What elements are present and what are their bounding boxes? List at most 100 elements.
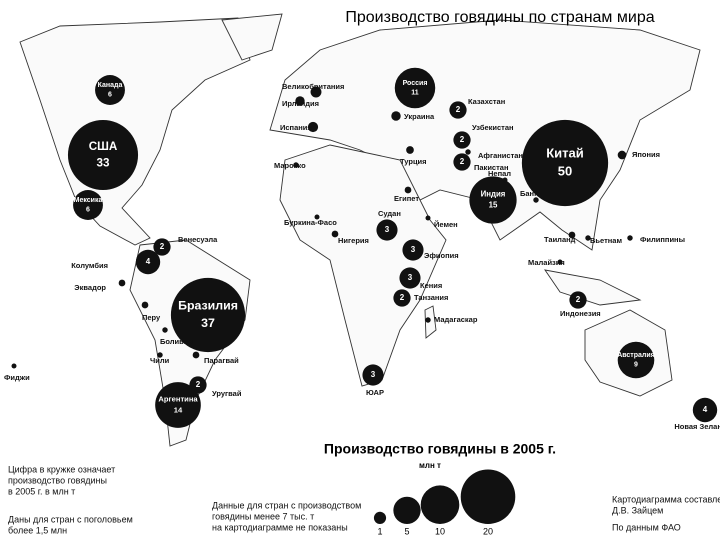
country-value: 3 xyxy=(408,273,413,282)
country-circle xyxy=(449,101,467,119)
country-circle xyxy=(376,219,398,241)
country-circle xyxy=(569,291,587,309)
country-value: 2 xyxy=(400,293,405,302)
country-circle xyxy=(521,119,609,207)
legend-label: 10 xyxy=(435,526,445,536)
note-line: Картодиаграмма составлена xyxy=(612,494,720,504)
country-value: 33 xyxy=(97,156,110,169)
country-name: Уругвай xyxy=(212,389,242,398)
country-value: 2 xyxy=(576,295,581,304)
country-circle xyxy=(425,215,431,221)
country-circle xyxy=(585,235,591,241)
note-line: более 1,5 млн xyxy=(8,525,67,535)
country-value: 50 xyxy=(558,164,572,179)
country-name: Бразилия xyxy=(178,299,238,313)
country-value: 3 xyxy=(371,370,376,379)
country-name: Колумбия xyxy=(71,261,108,270)
country-circle xyxy=(406,146,414,154)
map-title: Производство говядины по странам мира xyxy=(345,9,654,26)
country-circle xyxy=(627,235,633,241)
country-name: Россия xyxy=(403,80,428,87)
country-name: США xyxy=(89,140,118,153)
country-circle xyxy=(67,119,139,191)
country-name: Афганистан xyxy=(478,151,523,160)
country-name: Индия xyxy=(481,190,506,199)
country-name: Перу xyxy=(142,313,161,322)
country-name: Турция xyxy=(400,157,427,166)
note-line: Даны для стран с поголовьем xyxy=(8,514,133,524)
country-name: Индонезия xyxy=(560,309,601,318)
country-value: 2 xyxy=(456,105,461,114)
legend-circle xyxy=(393,496,421,524)
country-name: Эквадор xyxy=(74,283,106,292)
country-circle xyxy=(425,317,431,323)
landmass xyxy=(19,13,701,447)
country-name: Мексика xyxy=(74,197,103,204)
country-name: Парагвай xyxy=(204,356,239,365)
country-value: 6 xyxy=(108,92,112,99)
country-value: 6 xyxy=(86,207,90,214)
country-name: Эфиопия xyxy=(424,251,459,260)
country-name: Вьетнам xyxy=(590,236,622,245)
country-circle xyxy=(331,230,339,238)
country-name: Ирландия xyxy=(282,99,319,108)
country-circle xyxy=(310,86,322,98)
country-name: Испания xyxy=(280,123,312,132)
country-name: Марокко xyxy=(274,161,306,170)
country-value: 14 xyxy=(174,405,183,414)
country-circle xyxy=(453,153,471,171)
country-circle xyxy=(465,149,471,155)
note-line: Д.В. Зайцем xyxy=(612,505,663,515)
note-line: в 2005 г. в млн т xyxy=(8,486,75,496)
country-circle xyxy=(362,364,384,386)
country-circle xyxy=(192,351,200,359)
country-name: Китай xyxy=(546,145,584,160)
legend-circle xyxy=(460,469,516,524)
country-name: Мадагаскар xyxy=(434,315,478,324)
country-circle xyxy=(402,239,424,261)
country-value: 2 xyxy=(160,242,165,251)
note-source: По данным ФАО xyxy=(612,522,681,532)
country-circle xyxy=(155,382,201,428)
country-value: 4 xyxy=(146,257,151,266)
country-circle xyxy=(617,150,627,160)
country-name: Великобритания xyxy=(282,82,344,91)
country-circle xyxy=(533,197,539,203)
country-name: Боливия xyxy=(160,337,193,346)
country-name: ЮАР xyxy=(366,388,384,397)
country-name: Судан xyxy=(378,209,401,218)
country-circle xyxy=(391,111,401,121)
note-line: на картодиаграмме не показаны xyxy=(212,522,348,532)
country-circle xyxy=(170,277,246,353)
country-name: Фиджи xyxy=(4,373,30,382)
legend-label: 20 xyxy=(483,526,493,536)
country-circle xyxy=(617,341,655,379)
legend-circle xyxy=(420,485,460,524)
country-circle xyxy=(162,327,168,333)
country-value: 3 xyxy=(411,245,416,254)
country-circle xyxy=(11,363,17,369)
country-circle xyxy=(153,238,171,256)
country-value: 3 xyxy=(385,225,390,234)
country-circle xyxy=(692,397,718,423)
country-circle xyxy=(393,289,411,307)
country-name: Египет xyxy=(394,194,419,203)
country-name: Новая Зеландия xyxy=(674,422,720,431)
country-value: 9 xyxy=(634,362,638,369)
country-name: Украина xyxy=(404,112,435,121)
country-circle xyxy=(404,186,412,194)
country-name: Танзания xyxy=(414,293,448,302)
country-circle xyxy=(307,121,319,133)
country-name: Австралия xyxy=(617,352,655,359)
country-circle xyxy=(157,352,163,358)
country-circle xyxy=(141,301,149,309)
note-line: говядины менее 7 тыс. т xyxy=(212,511,314,521)
country-circle xyxy=(314,214,320,220)
legend-unit: млн т xyxy=(419,461,441,470)
country-value: 4 xyxy=(703,405,708,414)
country-value: 2 xyxy=(196,380,201,389)
country-circle xyxy=(453,131,471,149)
country-name: Венесуэла xyxy=(178,235,218,244)
